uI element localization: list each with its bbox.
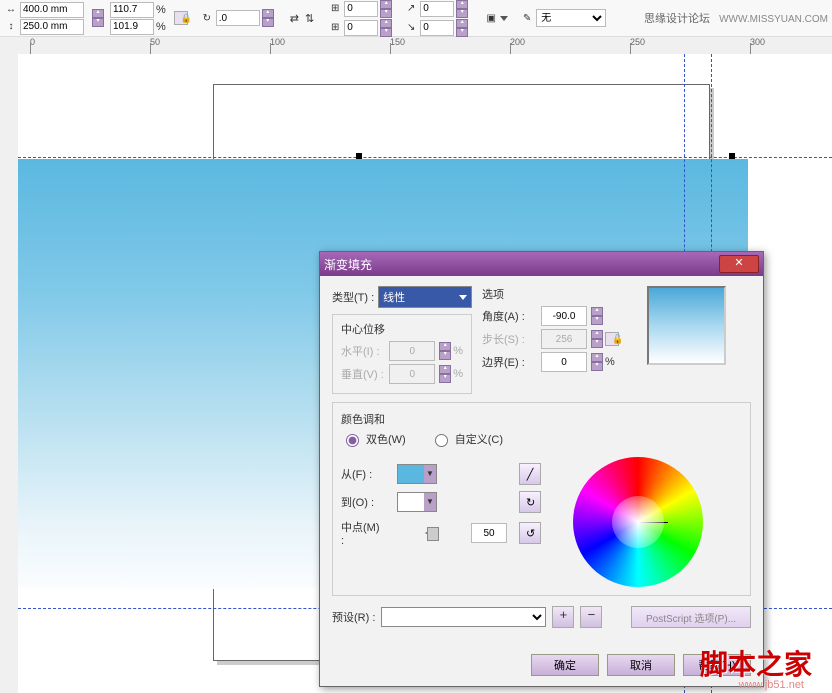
- horiz-input: [389, 341, 435, 361]
- vert-input: [389, 364, 435, 384]
- color-title: 颜色调和: [341, 411, 742, 427]
- type-label: 类型(T) :: [332, 289, 374, 305]
- mid-label: 中点(M) :: [341, 519, 383, 547]
- forum-name: 思缘设计论坛: [644, 13, 710, 25]
- watermark-url: www.jb51.net: [739, 679, 804, 691]
- vert-label: 垂直(V) :: [341, 366, 385, 382]
- to-color-picker[interactable]: ▼: [397, 492, 437, 512]
- path-ccw-button[interactable]: ↺: [519, 522, 541, 544]
- corner-x-input[interactable]: [420, 1, 454, 17]
- pct-label: %: [156, 21, 166, 33]
- angle-label: 角度(A) :: [482, 308, 537, 324]
- lock-aspect-button[interactable]: 🔒: [174, 11, 188, 25]
- watermark-text: 脚本之家: [700, 643, 812, 683]
- wrap-dropdown[interactable]: [500, 16, 508, 21]
- grid-x-input[interactable]: [344, 1, 378, 17]
- custom-radio[interactable]: 自定义(C): [430, 431, 503, 447]
- path-straight-button[interactable]: ╱: [519, 463, 541, 485]
- step-input: [541, 329, 587, 349]
- ruler-vertical: [0, 54, 19, 693]
- dialog-title: 渐变填充: [324, 256, 372, 273]
- grid-icon: ⊞: [328, 2, 342, 16]
- postscript-button[interactable]: PostScript 选项(P)...: [631, 606, 751, 628]
- mirror-h-icon[interactable]: ⇄: [290, 12, 299, 25]
- page-width-input[interactable]: [20, 2, 84, 18]
- dialog-titlebar[interactable]: 渐变填充 ✕: [320, 252, 763, 276]
- edge-label: 边界(E) :: [482, 354, 537, 370]
- center-title: 中心位移: [341, 321, 463, 337]
- guide-horizontal[interactable]: [18, 157, 832, 158]
- preset-add-button[interactable]: +: [552, 606, 574, 628]
- cancel-button[interactable]: 取消: [607, 654, 675, 676]
- preset-remove-button[interactable]: −: [580, 606, 602, 628]
- scale-x-input[interactable]: [110, 2, 154, 18]
- grid-y-input[interactable]: [344, 20, 378, 36]
- page-height-input[interactable]: [20, 19, 84, 35]
- color-wheel[interactable]: [573, 457, 703, 587]
- selection-handle[interactable]: [729, 153, 735, 159]
- midpoint-input[interactable]: [471, 523, 507, 543]
- from-color-picker[interactable]: ▼: [397, 464, 437, 484]
- horiz-label: 水平(I) :: [341, 343, 385, 359]
- pct-label: %: [156, 4, 166, 16]
- preset-select[interactable]: [381, 607, 546, 627]
- scale-y-input[interactable]: [110, 19, 154, 35]
- color-blend-section: 颜色调和 双色(W) 自定义(C) 从(F) : ▼ ╱ 到(O) : ▼ ↻ …: [332, 402, 751, 596]
- rotate-spinner[interactable]: ▴▾: [262, 9, 272, 27]
- close-button[interactable]: ✕: [719, 255, 759, 273]
- ok-button[interactable]: 确定: [531, 654, 599, 676]
- to-label: 到(O) :: [341, 494, 391, 510]
- size-spinner[interactable]: ▴▾: [92, 9, 102, 27]
- forum-url: WWW.MISSYUAN.COM: [719, 14, 828, 25]
- options-title: 选项: [482, 286, 637, 302]
- selection-handle[interactable]: [356, 153, 362, 159]
- step-lock-button[interactable]: 🔓: [605, 332, 619, 346]
- angle-input[interactable]: [541, 306, 587, 326]
- type-select[interactable]: 线性: [378, 286, 472, 308]
- midpoint-slider[interactable]: [389, 525, 465, 541]
- two-color-radio[interactable]: 双色(W): [341, 431, 406, 447]
- from-label: 从(F) :: [341, 466, 391, 482]
- path-cw-button[interactable]: ↻: [519, 491, 541, 513]
- property-toolbar: ↔ ↕ ▴▾ % % 🔒 ↻ ▴▾ ⇄ ⇅ ⊞▴▾ ⊞▴▾ ↗▴▾ ↘▴▾ ▣ …: [0, 0, 832, 37]
- rotate-input[interactable]: [216, 10, 260, 26]
- wrap-icon[interactable]: ▣: [484, 11, 498, 25]
- rotate-icon: ↻: [200, 11, 214, 25]
- stroke-select[interactable]: 无: [536, 9, 606, 27]
- height-icon: ↕: [4, 20, 18, 34]
- edge-input[interactable]: [541, 352, 587, 372]
- step-label: 步长(S) :: [482, 331, 537, 347]
- center-offset-group: 中心位移 水平(I) :▴▾% 垂直(V) :▴▾%: [332, 314, 472, 394]
- gradient-preview: [647, 286, 726, 365]
- corner-y-input[interactable]: [420, 20, 454, 36]
- mirror-v-icon[interactable]: ⇅: [305, 12, 314, 25]
- gradient-fill-dialog: 渐变填充 ✕ 类型(T) : 线性 中心位移 水平(I) :▴▾% 垂直(V) …: [319, 251, 764, 687]
- width-icon: ↔: [4, 3, 18, 17]
- pen-icon: ✎: [520, 11, 534, 25]
- preset-label: 预设(R) :: [332, 609, 375, 625]
